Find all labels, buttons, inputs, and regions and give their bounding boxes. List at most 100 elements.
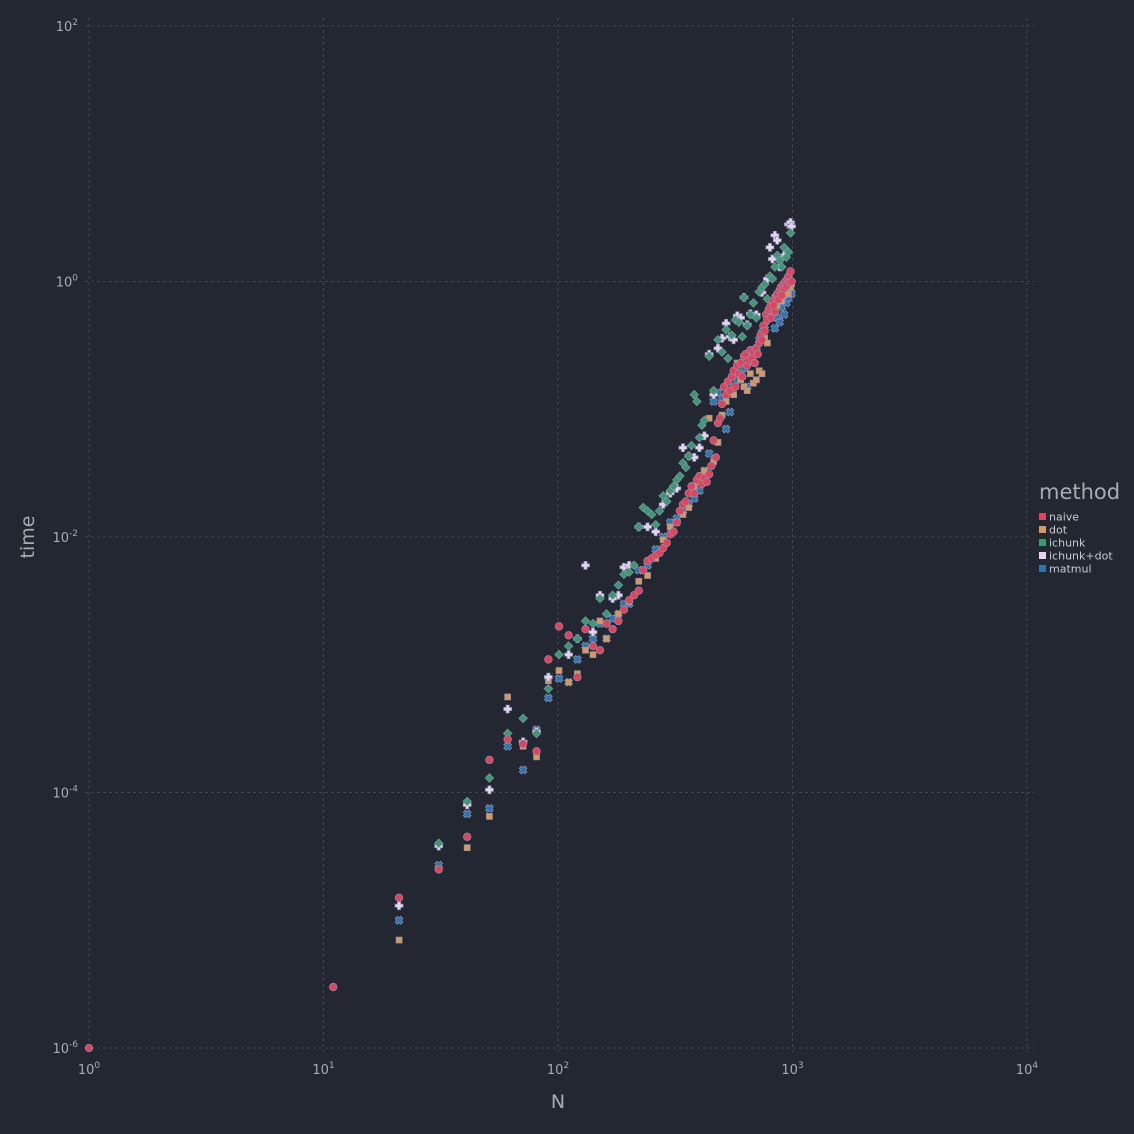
point-dot [463,844,471,852]
grid [85,18,1034,1052]
point-naive [662,538,671,547]
x-tick-label: 103 [781,1061,803,1078]
point-ichunk [770,262,780,272]
point-ichunk [668,481,679,491]
point-ichunk [462,796,472,807]
point-matmul [779,310,789,320]
point-naive [614,616,623,626]
point-dot [582,646,589,654]
point-matmul [775,317,785,327]
tick-labels: 100 101 102 103 104 10-6 10-4 10-2 100 102 [52,18,1038,1078]
point-dot [752,376,760,384]
y-tick-label: 10-2 [52,529,78,546]
y-tick-label: 10-4 [52,785,78,802]
point-dot [555,667,563,674]
point-ichunk [601,609,612,619]
point-ichunk [723,353,733,364]
point-naive [463,832,472,841]
point-naive [544,655,553,664]
point-naive [690,489,699,498]
point-naive [588,641,598,651]
series-naive [84,267,796,1053]
x-tick-label: 102 [547,1061,569,1078]
point-dot [635,577,643,585]
point-ichunk [689,389,700,400]
point-naive [329,982,338,992]
point-naive [573,672,582,682]
point-naive [639,566,648,575]
point-matmul [554,674,564,683]
point-matmul [704,449,714,459]
point-dot [743,387,751,394]
point-naive [394,893,404,902]
point-naive [704,470,714,479]
point-naive [669,527,678,536]
point-dot [685,504,693,511]
point-ichunk [745,309,756,320]
point-naive [84,1043,94,1053]
point-ichunk [759,279,770,290]
point-naive [518,739,528,749]
point-ichunk [642,506,653,516]
point-ichunk-dot [544,672,553,682]
point-ichunk [518,713,528,724]
point-naive [554,622,564,631]
x-axis-title: N [551,1091,565,1113]
point-naive [434,865,443,874]
point-ichunk-dot [581,560,590,570]
point-ichunk-dot [503,704,513,714]
point-ichunk [734,317,744,328]
point-ichunk [748,298,759,308]
point-ichunk [658,491,669,501]
point-naive [564,631,573,640]
legend-swatch [1039,526,1046,533]
point-ichunk-dot [787,222,796,231]
point-ichunk [563,641,574,651]
point-naive [767,313,776,322]
point-naive [760,326,769,336]
point-ichunk [531,728,542,739]
point-naive [715,414,725,423]
point-ichunk [686,440,697,451]
point-ichunk-dot [651,527,661,537]
point-ichunk [783,247,794,257]
point-matmul [725,407,735,417]
point-ichunk [683,451,694,461]
data-points [84,218,797,1053]
point-ichunk [595,593,605,604]
point-naive [687,482,696,491]
point-naive [787,277,796,286]
point-ichunk [646,509,657,520]
point-ichunk [739,292,749,303]
point-naive [786,267,795,276]
point-ichunk-dot [485,785,494,795]
point-naive [709,436,718,445]
point-ichunk [629,560,639,571]
legend-swatch [1039,539,1046,546]
point-matmul [484,804,494,813]
point-ichunk [613,580,624,590]
point-ichunk [607,590,618,601]
point-ichunk-dot [564,650,573,659]
point-ichunk [654,506,665,516]
series-matmul [394,287,797,925]
point-ichunk [554,649,564,660]
point-ichunk-dot [394,901,404,911]
point-dot [644,572,651,579]
point-ichunk [737,331,748,342]
point-naive [503,735,512,744]
point-naive [672,518,681,527]
point-naive [757,335,767,344]
point-ichunk [721,324,731,335]
legend-swatch [1039,552,1046,559]
point-naive [738,372,747,381]
point-ichunk [484,773,495,783]
point-dot [758,370,766,377]
point-ichunk [572,633,583,644]
point-ichunk [624,567,634,578]
x-tick-label: 104 [1016,1061,1039,1078]
point-ichunk [694,432,705,443]
point-dot [589,651,597,658]
